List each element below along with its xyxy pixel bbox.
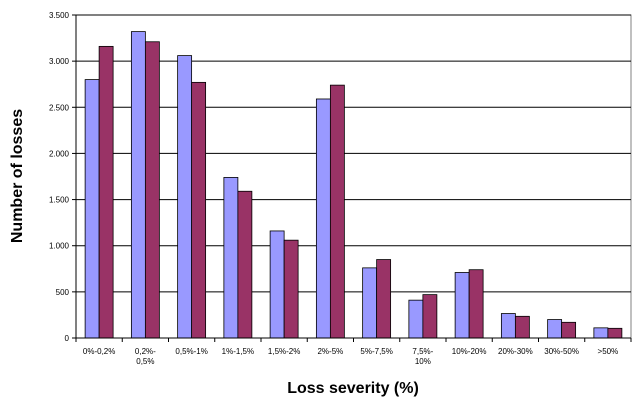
bar-series-1: [84, 79, 100, 339]
bar-series-2: [237, 190, 253, 339]
bar-series-1: [593, 327, 609, 339]
bar-series-1: [362, 267, 378, 339]
y-tick-label: 2.000: [49, 149, 70, 158]
x-tick-label: 30%-50%: [544, 347, 579, 356]
bar-series-1: [223, 177, 239, 339]
y-tick-label: 1.000: [49, 242, 70, 251]
bar-series-2: [514, 315, 530, 339]
x-tick-label: 1,5%-2%: [268, 347, 300, 356]
bar-series-2: [98, 45, 114, 339]
x-tick-label: >50%: [598, 347, 619, 356]
x-tick-label: 2%-5%: [317, 347, 343, 356]
y-tick-label: 3.000: [49, 57, 70, 66]
bar-series-1: [177, 55, 193, 339]
grid-lines: [76, 14, 631, 293]
x-tick-label: 0%-0,2%: [83, 347, 115, 356]
bar-series-1: [500, 313, 516, 339]
x-axis-title: Loss severity (%): [287, 380, 419, 397]
y-axis-ticks: 0 500 1.000 1.500 2.000 2.500 3.000 3.500: [49, 11, 76, 343]
x-tick-label: 0,2%-0,5%: [135, 347, 156, 366]
bar-series-2: [468, 269, 484, 339]
x-axis-ticks: 0%-0,2% 0,2%-0,5% 0,5%-1% 1%-1,5% 1,5%-2% 2%-…: [75, 338, 632, 366]
x-tick-label: 10%-20%: [452, 347, 487, 356]
bar-series-2: [144, 41, 160, 339]
bar-series-2: [191, 81, 207, 339]
bar-series-1: [315, 98, 331, 339]
x-tick-label: 1%-1,5%: [222, 347, 254, 356]
y-tick-label: 0: [65, 334, 70, 343]
x-tick-label: 5%-7,5%: [360, 347, 392, 356]
bar-series-2: [376, 259, 392, 339]
bar-series-2: [422, 294, 438, 339]
bar-series-1: [454, 272, 470, 339]
y-tick-label: 500: [56, 288, 70, 297]
bar-series-2: [283, 239, 299, 339]
bar-series-2: [561, 321, 577, 339]
x-tick-label: 20%-30%: [498, 347, 533, 356]
x-tick-label: 0,5%-1%: [175, 347, 207, 356]
bar-series-2: [607, 327, 623, 339]
bar-series-1: [269, 230, 285, 339]
bar-series-1: [547, 319, 563, 339]
bar-series-1: [408, 299, 424, 339]
bars: [84, 31, 623, 339]
x-tick-label: 7,5%-10%: [412, 347, 433, 366]
y-tick-label: 3.500: [49, 11, 70, 20]
y-tick-label: 1.500: [49, 196, 70, 205]
y-tick-label: 2.500: [49, 103, 70, 112]
y-axis-title: Number of losses: [9, 109, 26, 243]
bar-series-2: [329, 84, 345, 339]
plot-area: [75, 14, 632, 339]
bar-series-1: [130, 31, 146, 339]
